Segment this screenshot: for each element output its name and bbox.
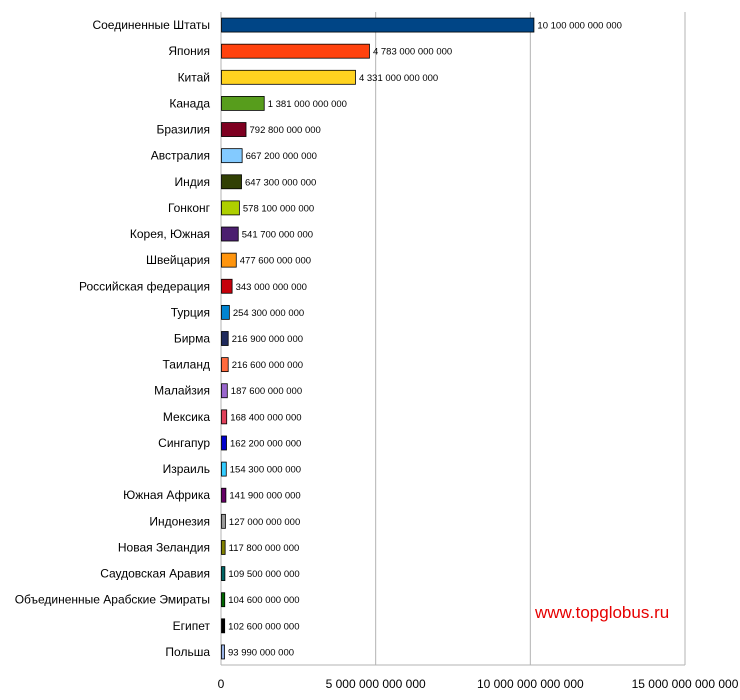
- bar: [221, 331, 229, 346]
- bar: [221, 592, 226, 608]
- category-label: Бирма: [174, 332, 211, 346]
- value-label: 117 800 000 000: [229, 543, 300, 554]
- bar: [221, 383, 228, 399]
- category-label: Соединенные Штаты: [92, 18, 210, 32]
- bar: [221, 357, 229, 373]
- bar: [221, 618, 226, 634]
- bar: [221, 96, 265, 111]
- x-tick-label: 10 000 000 000 000: [477, 677, 584, 691]
- category-label: Объединенные Арабские Эмираты: [15, 593, 210, 607]
- category-label: Южная Африка: [123, 488, 210, 502]
- category-label: Бразилия: [157, 123, 211, 137]
- value-label: 216 600 000 000: [232, 360, 303, 371]
- value-label: 541 700 000 000: [242, 230, 313, 241]
- bar: [221, 540, 226, 555]
- x-axis-tick-labels: 0 5 000 000 000 000 10 000 000 000 000 15 0…: [218, 677, 739, 691]
- value-label: 93 990 000 000: [228, 647, 294, 658]
- category-label: Корея, Южная: [130, 227, 210, 241]
- category-label: Египет: [173, 619, 211, 633]
- value-label: 216 900 000 000: [232, 334, 303, 345]
- category-label: Новая Зеландия: [118, 540, 210, 554]
- value-label: 578 100 000 000: [243, 203, 314, 214]
- value-label: 4 783 000 000 000: [373, 47, 452, 58]
- grid-lines: [220, 12, 686, 666]
- category-label: Индия: [175, 175, 210, 189]
- bar: [221, 513, 226, 529]
- value-labels: 10 100 000 000 000 4 783 000 000 000 4 331…: [228, 21, 622, 659]
- value-label: 667 200 000 000: [246, 151, 317, 162]
- bar: [221, 304, 230, 320]
- category-label: Израиль: [163, 462, 210, 476]
- x-tick-label: 15 000 000 000 000: [632, 677, 739, 691]
- category-label: Австралия: [151, 149, 210, 163]
- bar: [221, 43, 370, 59]
- bar: [221, 252, 237, 268]
- value-label: 168 400 000 000: [230, 412, 301, 423]
- category-label: Мексика: [163, 410, 210, 424]
- category-label: Сингапур: [158, 436, 210, 450]
- value-label: 154 300 000 000: [230, 465, 301, 476]
- category-label: Таиланд: [163, 358, 210, 372]
- category-label: Китай: [178, 70, 210, 84]
- bar: [221, 435, 227, 451]
- bar: [221, 174, 242, 190]
- value-label: 254 300 000 000: [233, 308, 304, 319]
- x-tick-label: 0: [218, 677, 225, 691]
- category-label: Польша: [165, 645, 210, 659]
- value-label: 102 600 000 000: [228, 621, 299, 632]
- category-label: Япония: [168, 44, 210, 58]
- value-label: 109 500 000 000: [228, 569, 299, 580]
- value-label: 792 800 000 000: [250, 125, 321, 136]
- value-label: 647 300 000 000: [245, 177, 316, 188]
- value-label: 141 900 000 000: [229, 491, 300, 502]
- category-label: Швейцария: [146, 253, 210, 267]
- category-label: Малайзия: [154, 384, 210, 398]
- bar: [221, 226, 239, 242]
- category-label: Российская федерация: [79, 279, 210, 293]
- value-label: 343 000 000 000: [236, 282, 307, 293]
- category-label: Канада: [169, 96, 210, 110]
- bar: [221, 461, 227, 477]
- watermark-text: www.topglobus.ru: [534, 603, 669, 622]
- value-label: 162 200 000 000: [230, 438, 301, 449]
- category-label: Турция: [171, 305, 210, 319]
- bar: [221, 69, 356, 85]
- value-label: 4 331 000 000 000: [359, 73, 438, 84]
- category-labels: Соединенные Штаты Япония Китай Канада Бразил…: [15, 18, 211, 659]
- bar: [221, 278, 233, 294]
- x-tick-label: 5 000 000 000 000: [326, 677, 426, 691]
- bar: [221, 122, 247, 137]
- bar: [221, 644, 225, 660]
- bars: [221, 17, 535, 660]
- category-label: Саудовская Аравия: [100, 567, 210, 581]
- category-label: Индонезия: [149, 514, 210, 528]
- bar: [221, 566, 226, 581]
- bar: [221, 409, 228, 425]
- category-label: Гонконг: [168, 201, 211, 215]
- bar: [221, 148, 243, 164]
- bar: [221, 200, 240, 216]
- value-label: 104 600 000 000: [228, 595, 299, 606]
- value-label: 1 381 000 000 000: [268, 99, 347, 110]
- value-label: 187 600 000 000: [231, 386, 302, 397]
- value-label: 477 600 000 000: [240, 256, 311, 267]
- value-label: 10 100 000 000 000: [537, 21, 622, 32]
- bar: [221, 17, 535, 33]
- value-label: 127 000 000 000: [229, 517, 300, 528]
- bar: [221, 487, 227, 503]
